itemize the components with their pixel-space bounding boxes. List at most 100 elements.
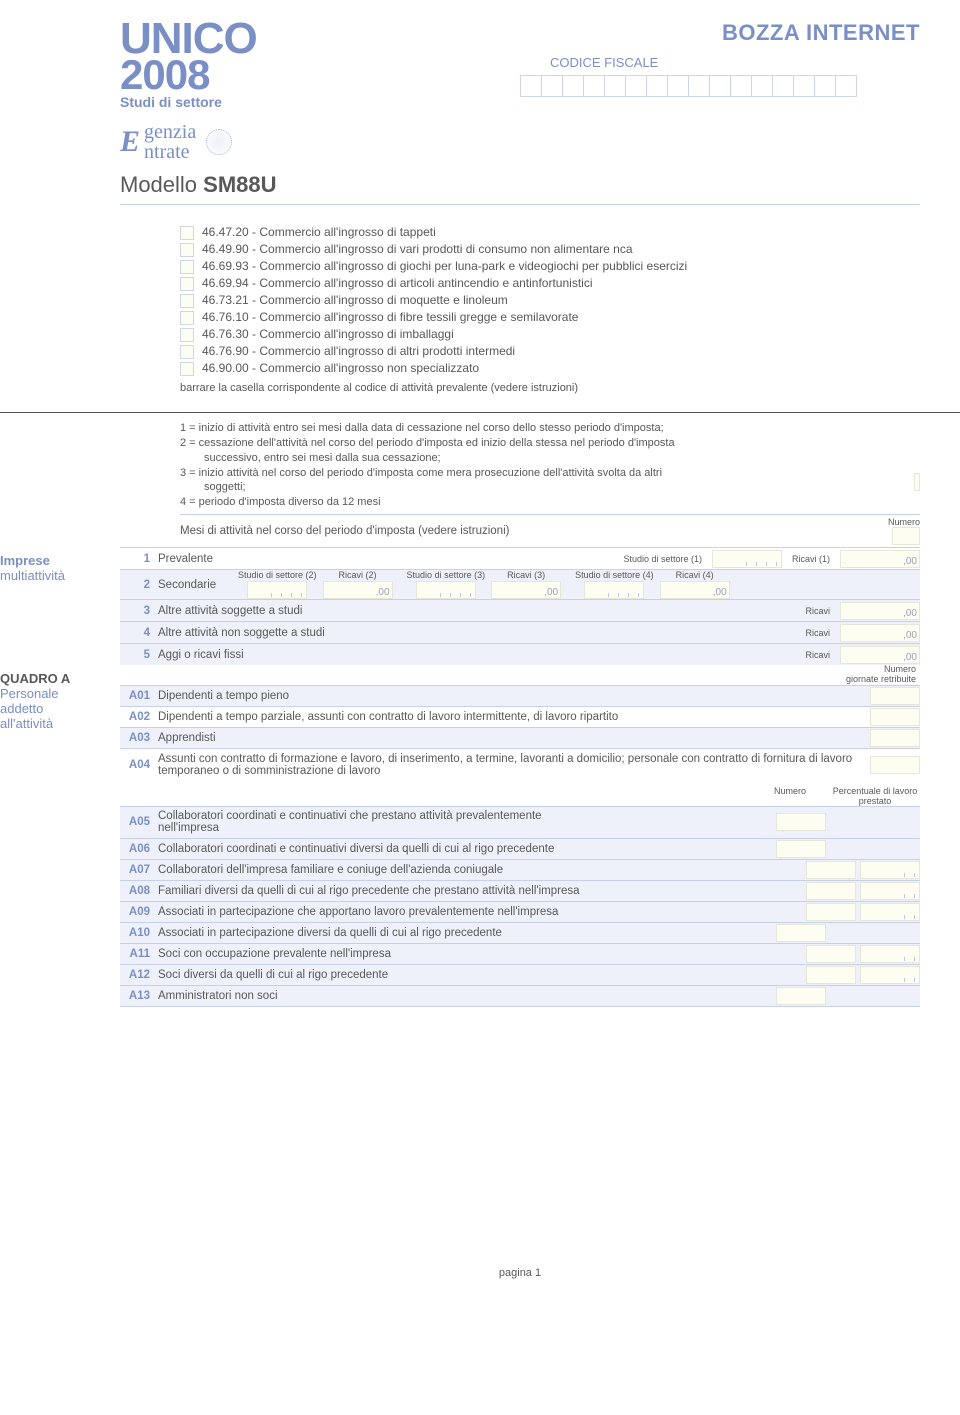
decimal-suffix: ,00 — [713, 587, 727, 598]
activity-checkbox[interactable] — [180, 345, 194, 359]
cf-box[interactable] — [814, 75, 836, 97]
row-code: 2 — [120, 579, 158, 591]
numero-field[interactable] — [776, 840, 826, 858]
cf-box[interactable] — [646, 75, 668, 97]
numero-field[interactable] — [806, 882, 856, 900]
agenzia-entrate-logo: E genzia ntrate — [120, 122, 920, 162]
percentuale-field[interactable] — [860, 966, 920, 984]
codice-fiscale-label: CODICE FISCALE — [550, 55, 658, 70]
percentuale-field[interactable] — [860, 903, 920, 921]
numero-field[interactable] — [776, 813, 826, 831]
ricavi-field[interactable]: ,00 — [840, 646, 920, 664]
decimal-suffix: ,00 — [376, 587, 390, 598]
cf-box[interactable] — [625, 75, 647, 97]
mesi-field[interactable] — [892, 527, 920, 545]
value-field[interactable] — [870, 687, 920, 705]
percentuale-field[interactable] — [860, 861, 920, 879]
row-code: A13 — [120, 990, 158, 1002]
agenzia-wordmark: genzia ntrate — [144, 122, 196, 162]
cf-box[interactable] — [793, 75, 815, 97]
row-label: Collaboratori dell'impresa familiare e c… — [158, 864, 806, 876]
percentuale-field[interactable] — [860, 882, 920, 900]
activity-label: 46.47.20 - Commercio all'ingrosso di tap… — [202, 225, 436, 239]
value-field[interactable] — [870, 756, 920, 774]
activity-checkbox[interactable] — [180, 294, 194, 308]
activity-checkbox[interactable] — [180, 311, 194, 325]
studio-field[interactable] — [247, 581, 307, 599]
activity-checkbox[interactable] — [180, 260, 194, 274]
instruction-line: 1 = inizio di attività entro sei mesi da… — [180, 421, 920, 436]
row-label: Apprendisti — [158, 732, 870, 744]
row-label: Prevalente — [158, 553, 623, 565]
agenzia-bottom: ntrate — [144, 141, 190, 163]
agenzia-top: genzia — [144, 121, 196, 143]
value-field[interactable] — [870, 708, 920, 726]
instruction-line: 4 = periodo d'imposta diverso da 12 mesi — [180, 495, 920, 510]
decimal-suffix: ,00 — [903, 556, 917, 567]
bottom-rule — [120, 1006, 920, 1007]
numero-field[interactable] — [806, 903, 856, 921]
activity-checkbox[interactable] — [180, 243, 194, 257]
cf-box[interactable] — [835, 75, 857, 97]
numero-field[interactable] — [806, 861, 856, 879]
cf-box[interactable] — [772, 75, 794, 97]
cf-box[interactable] — [730, 75, 752, 97]
cf-box[interactable] — [541, 75, 563, 97]
cf-box[interactable] — [520, 75, 542, 97]
cf-box[interactable] — [604, 75, 626, 97]
row-code: A09 — [120, 906, 158, 918]
instructions-block: 1 = inizio di attività entro sei mesi da… — [180, 421, 920, 510]
modello-label: Modello — [120, 172, 197, 197]
ricavi-field[interactable]: ,00 — [660, 581, 730, 599]
row-code: A04 — [120, 759, 158, 771]
row-code: A03 — [120, 732, 158, 744]
imposta-code-field[interactable] — [914, 473, 920, 491]
cf-box[interactable] — [751, 75, 773, 97]
numero-field[interactable] — [776, 924, 826, 942]
activity-label: 46.73.21 - Commercio all'ingrosso di moq… — [202, 293, 508, 307]
side-imprese-title: Imprese — [0, 553, 112, 568]
row-label: Familiari diversi da quelli di cui al ri… — [158, 885, 806, 897]
agenzia-e-icon: E — [120, 125, 140, 159]
ricavi-label: Ricavi — [805, 628, 830, 638]
activity-code-list: 46.47.20 - Commercio all'ingrosso di tap… — [180, 225, 920, 376]
activity-checkbox[interactable] — [180, 226, 194, 240]
side-quadroA-title: QUADRO A — [0, 671, 112, 686]
cf-box[interactable] — [709, 75, 731, 97]
cf-box[interactable] — [583, 75, 605, 97]
row-label: Secondarie — [158, 579, 238, 591]
activity-label: 46.49.90 - Commercio all'ingrosso di var… — [202, 242, 633, 256]
numero-field[interactable] — [776, 987, 826, 1005]
emblem-icon — [206, 129, 232, 155]
decimal-suffix: ,00 — [903, 630, 917, 641]
value-field[interactable] — [870, 729, 920, 747]
row-code: A01 — [120, 690, 158, 702]
cf-box[interactable] — [562, 75, 584, 97]
ricavi-label: Ricavi (2) — [339, 570, 377, 580]
cf-box[interactable] — [667, 75, 689, 97]
col-header-numero-giornate: Numero giornate retribuite — [846, 665, 920, 685]
numero-field[interactable] — [806, 945, 856, 963]
row-code: A11 — [120, 948, 158, 960]
ricavi-label: Ricavi (3) — [507, 570, 545, 580]
studio-field[interactable] — [416, 581, 476, 599]
row-label: Associati in partecipazione che apportan… — [158, 906, 806, 918]
ricavi-field[interactable]: ,00 — [840, 550, 920, 568]
row-code: A02 — [120, 711, 158, 723]
percentuale-field[interactable] — [860, 945, 920, 963]
ricavi-field[interactable]: ,00 — [840, 624, 920, 642]
studio-field[interactable] — [712, 550, 782, 568]
studio-label: Studio di settore (4) — [575, 570, 654, 580]
ricavi-field[interactable]: ,00 — [323, 581, 393, 599]
instruction-line: soggetti; — [204, 480, 920, 495]
activity-checkbox[interactable] — [180, 277, 194, 291]
activity-checkbox[interactable] — [180, 328, 194, 342]
ricavi-field[interactable]: ,00 — [840, 602, 920, 620]
row-label: Aggi o ricavi fissi — [158, 649, 805, 661]
ricavi-field[interactable]: ,00 — [491, 581, 561, 599]
row-label: Soci diversi da quelli di cui al rigo pr… — [158, 969, 806, 981]
cf-box[interactable] — [688, 75, 710, 97]
studio-field[interactable] — [584, 581, 644, 599]
activity-checkbox[interactable] — [180, 362, 194, 376]
numero-field[interactable] — [806, 966, 856, 984]
